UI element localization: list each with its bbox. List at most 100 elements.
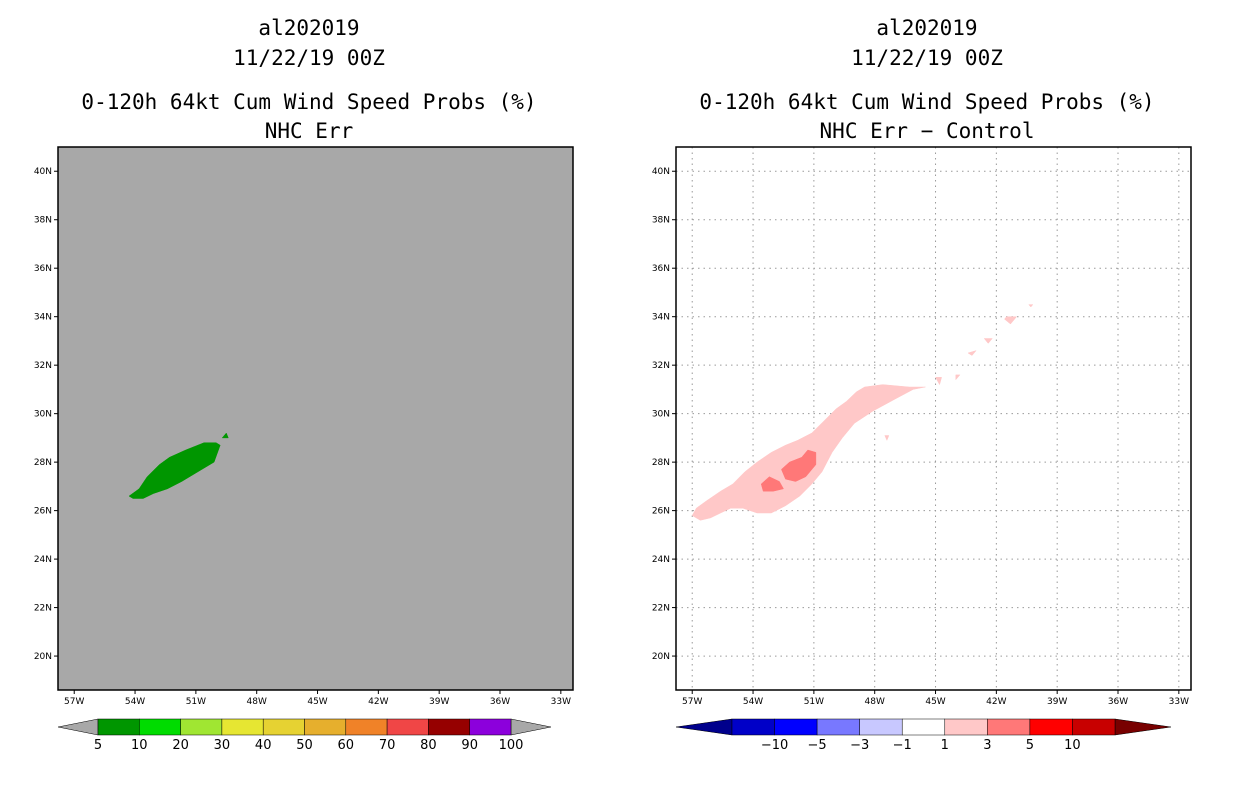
plot-background (676, 147, 1191, 690)
x-tick-label: 51W (804, 697, 824, 707)
colorbar-label: 5 (1026, 738, 1034, 753)
contour-region (955, 374, 961, 381)
colorbar-end-left (675, 718, 733, 736)
colorbar-end-left (57, 718, 99, 736)
probability-map: 57W 54W 51W 48W 45W 42W 39W 36W 33W 20N 22N 24N 26N 2… (34, 146, 574, 753)
colorbar-label: 10 (1064, 738, 1081, 753)
x-tick-label: 36W (490, 697, 510, 707)
colorbar-label: −3 (850, 738, 869, 753)
colorbar-label: 30 (214, 738, 231, 753)
x-tick-label: 39W (429, 697, 449, 707)
colorbar-label: 1 (941, 738, 949, 753)
colorbar-swatch (386, 718, 429, 736)
contour-region (221, 432, 229, 439)
y-tick-label: 24N (34, 555, 52, 565)
contour-region (983, 338, 993, 344)
contour-region (128, 442, 221, 499)
y-tick-label: 40N (34, 167, 52, 177)
plot-frame (57, 146, 574, 691)
storm-id-title: al202019 (258, 16, 360, 40)
x-tick-label: 42W (986, 697, 1006, 707)
y-tick-label: 20N (34, 652, 52, 662)
colorbar-swatch (345, 718, 388, 736)
y-tick-label: 22N (652, 604, 670, 614)
x-tick-label: 48W (865, 697, 885, 707)
colorbar-label: 70 (379, 738, 396, 753)
y-tick-label: 20N (652, 652, 670, 662)
x-tick-label: 51W (186, 697, 206, 707)
right-panel: al202019 11/22/19 00Z 0-120h 64kt Cum Wi… (618, 0, 1236, 800)
colorbar-label: 60 (338, 738, 355, 753)
difference-map: 57W 54W 51W 48W 45W 42W 39W 36W 33W 20N 22N 24N 26N 2… (652, 146, 1192, 753)
colorbar-label: 3 (983, 738, 991, 753)
colorbar-swatch (304, 718, 347, 736)
y-tick-label: 40N (652, 167, 670, 177)
colorbar-label: 20 (172, 738, 189, 753)
colorbar-end-right (1114, 718, 1172, 736)
storm-id-title: al202019 (876, 16, 978, 40)
colorbar-swatch (262, 718, 305, 736)
contour-region (760, 476, 784, 492)
y-tick-label: 22N (34, 604, 52, 614)
x-tick-label: 45W (925, 697, 945, 707)
x-tick-label: 57W (64, 697, 84, 707)
y-tick-label: 26N (34, 507, 52, 517)
contour-region (935, 377, 942, 386)
x-tick-label: 33W (551, 697, 571, 707)
x-tick-label: 57W (682, 697, 702, 707)
colorbar-label: 40 (255, 738, 272, 753)
colorbar-label: −10 (761, 738, 788, 753)
y-tick-label: 30N (34, 410, 52, 420)
colorbar-end-right (510, 718, 552, 736)
x-tick-label: 54W (743, 697, 763, 707)
contour-region (967, 350, 977, 356)
x-tick-label: 54W (125, 697, 145, 707)
colorbar-swatch (428, 718, 470, 736)
left-panel: al202019 11/22/19 00Z 0-120h 64kt Cum Wi… (34, 16, 574, 753)
colorbar-swatch (469, 718, 512, 736)
x-tick-label: 33W (1169, 697, 1189, 707)
y-tick-label: 32N (34, 361, 52, 371)
colorbar-swatch (987, 718, 1031, 736)
y-tick-label: 24N (652, 555, 670, 565)
colorbar-swatch (1072, 718, 1116, 736)
colorbar-label: −5 (808, 738, 827, 753)
colorbar-label: 50 (296, 738, 313, 753)
colorbar-label: 5 (94, 738, 102, 753)
product-title: 0-120h 64kt Cum Wind Speed Probs (%) (699, 90, 1155, 114)
y-tick-label: 36N (652, 264, 670, 274)
y-tick-label: 26N (652, 507, 670, 517)
colorbar-swatch (221, 718, 264, 736)
colorbar-swatch (859, 718, 903, 736)
colorbar-swatch (816, 718, 860, 736)
colorbar-swatch (1029, 718, 1073, 736)
y-tick-label: 34N (34, 313, 52, 323)
y-tick-label: 36N (34, 264, 52, 274)
colorbar-swatch (731, 718, 775, 736)
x-tick-label: 45W (307, 697, 327, 707)
colorbar-label: 100 (499, 738, 524, 753)
contour-region (781, 449, 817, 482)
colorbar-label: 90 (461, 738, 478, 753)
y-tick-label: 28N (652, 458, 670, 468)
contour-region (1004, 316, 1018, 325)
colorbar-swatch (180, 718, 223, 736)
subtitle: NHC Err − Control (819, 119, 1035, 143)
contour-region (884, 435, 890, 441)
colorbar-swatch (944, 718, 988, 736)
plot-frame (675, 146, 1192, 691)
colorbar-swatch (139, 718, 181, 736)
y-tick-label: 32N (652, 361, 670, 371)
colorbar-label: −1 (893, 738, 912, 753)
datetime-title: 11/22/19 00Z (851, 46, 1003, 70)
product-title: 0-120h 64kt Cum Wind Speed Probs (%) (81, 90, 537, 114)
contour-region (1028, 304, 1034, 308)
colorbar-swatch (774, 718, 818, 736)
x-tick-label: 39W (1047, 697, 1067, 707)
x-tick-label: 36W (1108, 697, 1128, 707)
colorbar-label: 80 (420, 738, 437, 753)
colorbar-swatch (97, 718, 140, 736)
colorbar-label: 10 (131, 738, 148, 753)
colorbar-swatch (901, 718, 946, 736)
x-tick-label: 48W (247, 697, 267, 707)
